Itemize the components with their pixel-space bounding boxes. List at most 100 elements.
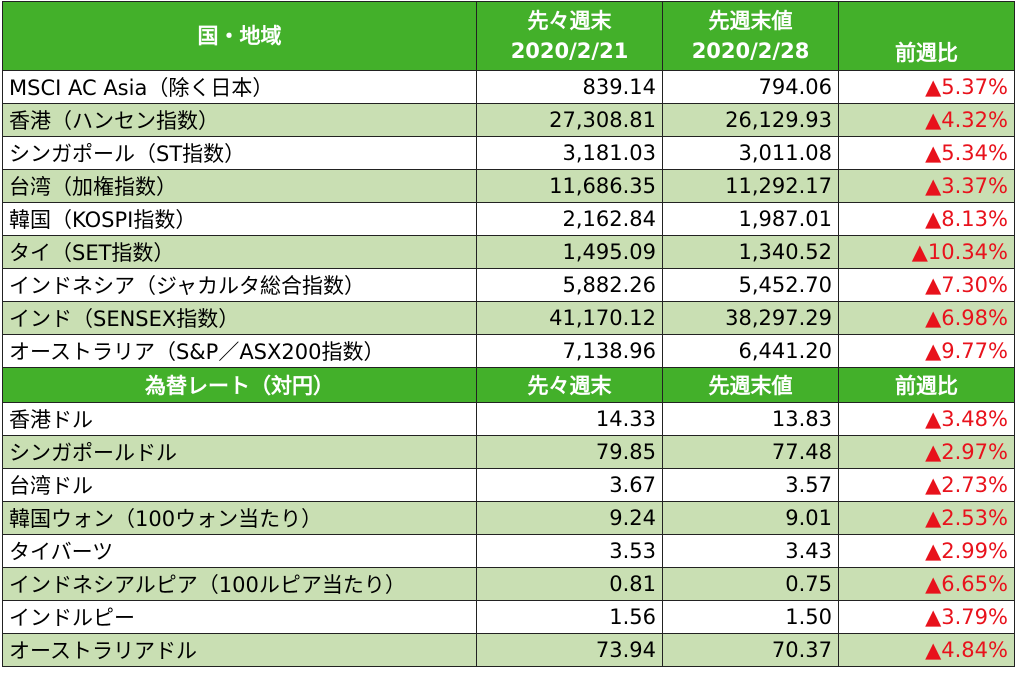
- index-prev2-week-value: 2,162.84: [476, 202, 663, 236]
- index-prev2-week-value: 3,181.03: [476, 136, 663, 170]
- index-weekly-change: ▲8.13%: [838, 202, 1015, 236]
- fx-weekly-change: ▲3.79%: [838, 600, 1015, 634]
- indices-header-prev2-week: 先々週末 2020/2/21: [476, 1, 663, 71]
- index-row: MSCI AC Asia（除く日本） 839.14 794.06 ▲5.37%: [2, 70, 1015, 104]
- fx-weekly-change: ▲2.99%: [838, 534, 1015, 568]
- indices-header-prev2-week-label: 先々週末: [527, 9, 612, 33]
- indices-header-prev2-week-date: 2020/2/21: [510, 39, 629, 63]
- fx-prev2-week-value: 73.94: [476, 633, 663, 667]
- index-name: オーストラリア（S&P／ASX200指数）: [2, 334, 477, 368]
- fx-prev2-week-value: 14.33: [476, 402, 663, 436]
- fx-row: シンガポールドル 79.85 77.48 ▲2.97%: [2, 435, 1015, 469]
- fx-weekly-change: ▲6.65%: [838, 567, 1015, 601]
- index-row: タイ（SET指数） 1,495.09 1,340.52 ▲10.34%: [2, 235, 1015, 269]
- index-row: 台湾（加権指数） 11,686.35 11,292.17 ▲3.37%: [2, 169, 1015, 203]
- index-name: MSCI AC Asia（除く日本）: [2, 70, 477, 104]
- fx-name: 香港ドル: [2, 402, 477, 436]
- fx-prev2-week-value: 3.67: [476, 468, 663, 502]
- fx-weekly-change: ▲2.53%: [838, 501, 1015, 535]
- fx-name: インドネシアルピア（100ルピア当たり）: [2, 567, 477, 601]
- fx-header-prev2-week: 先々週末: [476, 367, 663, 403]
- index-row: シンガポール（ST指数） 3,181.03 3,011.08 ▲5.34%: [2, 136, 1015, 170]
- index-weekly-change: ▲4.32%: [838, 103, 1015, 137]
- indices-header-region: 国・地域: [2, 1, 477, 71]
- indices-header-change: 前週比: [838, 1, 1015, 71]
- index-prev-week-value: 3,011.08: [662, 136, 839, 170]
- fx-row: 台湾ドル 3.67 3.57 ▲2.73%: [2, 468, 1015, 502]
- indices-header-prev-week-date: 2020/2/28: [691, 39, 810, 63]
- index-prev-week-value: 5,452.70: [662, 268, 839, 302]
- fx-name: 台湾ドル: [2, 468, 477, 502]
- fx-row: オーストラリアドル 73.94 70.37 ▲4.84%: [2, 633, 1015, 667]
- fx-row: 香港ドル 14.33 13.83 ▲3.48%: [2, 402, 1015, 436]
- fx-prev-week-value: 77.48: [662, 435, 839, 469]
- fx-prev2-week-value: 9.24: [476, 501, 663, 535]
- fx-prev-week-value: 70.37: [662, 633, 839, 667]
- fx-prev-week-value: 3.43: [662, 534, 839, 568]
- fx-prev2-week-value: 79.85: [476, 435, 663, 469]
- index-prev-week-value: 6,441.20: [662, 334, 839, 368]
- index-row: 韓国（KOSPI指数） 2,162.84 1,987.01 ▲8.13%: [2, 202, 1015, 236]
- index-row: インド（SENSEX指数） 41,170.12 38,297.29 ▲6.98%: [2, 301, 1015, 335]
- index-prev2-week-value: 839.14: [476, 70, 663, 104]
- fx-header-prev-week: 先週末値: [662, 367, 839, 403]
- index-row: オーストラリア（S&P／ASX200指数） 7,138.96 6,441.20 ▲9.…: [2, 334, 1015, 368]
- index-weekly-change: ▲3.37%: [838, 169, 1015, 203]
- fx-weekly-change: ▲4.84%: [838, 633, 1015, 667]
- fx-prev-week-value: 13.83: [662, 402, 839, 436]
- fx-name: シンガポールドル: [2, 435, 477, 469]
- index-name: タイ（SET指数）: [2, 235, 477, 269]
- index-prev-week-value: 1,340.52: [662, 235, 839, 269]
- index-prev-week-value: 1,987.01: [662, 202, 839, 236]
- index-prev-week-value: 38,297.29: [662, 301, 839, 335]
- index-name: 台湾（加権指数）: [2, 169, 477, 203]
- indices-header-prev-week: 先週末値 2020/2/28: [662, 1, 839, 71]
- index-prev-week-value: 11,292.17: [662, 169, 839, 203]
- index-prev2-week-value: 5,882.26: [476, 268, 663, 302]
- index-weekly-change: ▲5.37%: [838, 70, 1015, 104]
- fx-row: インドネシアルピア（100ルピア当たり） 0.81 0.75 ▲6.65%: [2, 567, 1015, 601]
- fx-name: 韓国ウォン（100ウォン当たり）: [2, 501, 477, 535]
- fx-header-row: 為替レート（対円） 先々週末 先週末値 前週比: [2, 367, 1015, 403]
- market-summary-body: 国・地域 先々週末 2020/2/21 先週末値 2020/2/28 前週比 M…: [2, 1, 1015, 667]
- index-weekly-change: ▲9.77%: [838, 334, 1015, 368]
- index-row: 香港（ハンセン指数） 27,308.81 26,129.93 ▲4.32%: [2, 103, 1015, 137]
- fx-weekly-change: ▲2.73%: [838, 468, 1015, 502]
- fx-name: オーストラリアドル: [2, 633, 477, 667]
- index-row: インドネシア（ジャカルタ総合指数） 5,882.26 5,452.70 ▲7.30%: [2, 268, 1015, 302]
- fx-prev2-week-value: 3.53: [476, 534, 663, 568]
- index-prev2-week-value: 7,138.96: [476, 334, 663, 368]
- fx-prev2-week-value: 1.56: [476, 600, 663, 634]
- fx-row: インドルピー 1.56 1.50 ▲3.79%: [2, 600, 1015, 634]
- index-prev-week-value: 794.06: [662, 70, 839, 104]
- fx-prev-week-value: 3.57: [662, 468, 839, 502]
- market-summary-table: 国・地域 先々週末 2020/2/21 先週末値 2020/2/28 前週比 M…: [2, 1, 1015, 667]
- fx-row: タイバーツ 3.53 3.43 ▲2.99%: [2, 534, 1015, 568]
- index-name: インドネシア（ジャカルタ総合指数）: [2, 268, 477, 302]
- indices-header-prev-week-label: 先週末値: [708, 9, 793, 33]
- index-weekly-change: ▲5.34%: [838, 136, 1015, 170]
- index-name: 韓国（KOSPI指数）: [2, 202, 477, 236]
- index-prev2-week-value: 41,170.12: [476, 301, 663, 335]
- fx-prev-week-value: 0.75: [662, 567, 839, 601]
- index-weekly-change: ▲7.30%: [838, 268, 1015, 302]
- fx-prev-week-value: 9.01: [662, 501, 839, 535]
- index-name: 香港（ハンセン指数）: [2, 103, 477, 137]
- fx-prev2-week-value: 0.81: [476, 567, 663, 601]
- indices-header-row: 国・地域 先々週末 2020/2/21 先週末値 2020/2/28 前週比: [2, 1, 1015, 71]
- fx-name: タイバーツ: [2, 534, 477, 568]
- index-name: インド（SENSEX指数）: [2, 301, 477, 335]
- index-prev2-week-value: 11,686.35: [476, 169, 663, 203]
- fx-prev-week-value: 1.50: [662, 600, 839, 634]
- index-weekly-change: ▲10.34%: [838, 235, 1015, 269]
- fx-weekly-change: ▲3.48%: [838, 402, 1015, 436]
- index-prev2-week-value: 1,495.09: [476, 235, 663, 269]
- fx-weekly-change: ▲2.97%: [838, 435, 1015, 469]
- fx-header-label: 為替レート（対円）: [2, 367, 477, 403]
- index-weekly-change: ▲6.98%: [838, 301, 1015, 335]
- fx-name: インドルピー: [2, 600, 477, 634]
- fx-row: 韓国ウォン（100ウォン当たり） 9.24 9.01 ▲2.53%: [2, 501, 1015, 535]
- index-prev-week-value: 26,129.93: [662, 103, 839, 137]
- index-name: シンガポール（ST指数）: [2, 136, 477, 170]
- fx-header-change: 前週比: [838, 367, 1015, 403]
